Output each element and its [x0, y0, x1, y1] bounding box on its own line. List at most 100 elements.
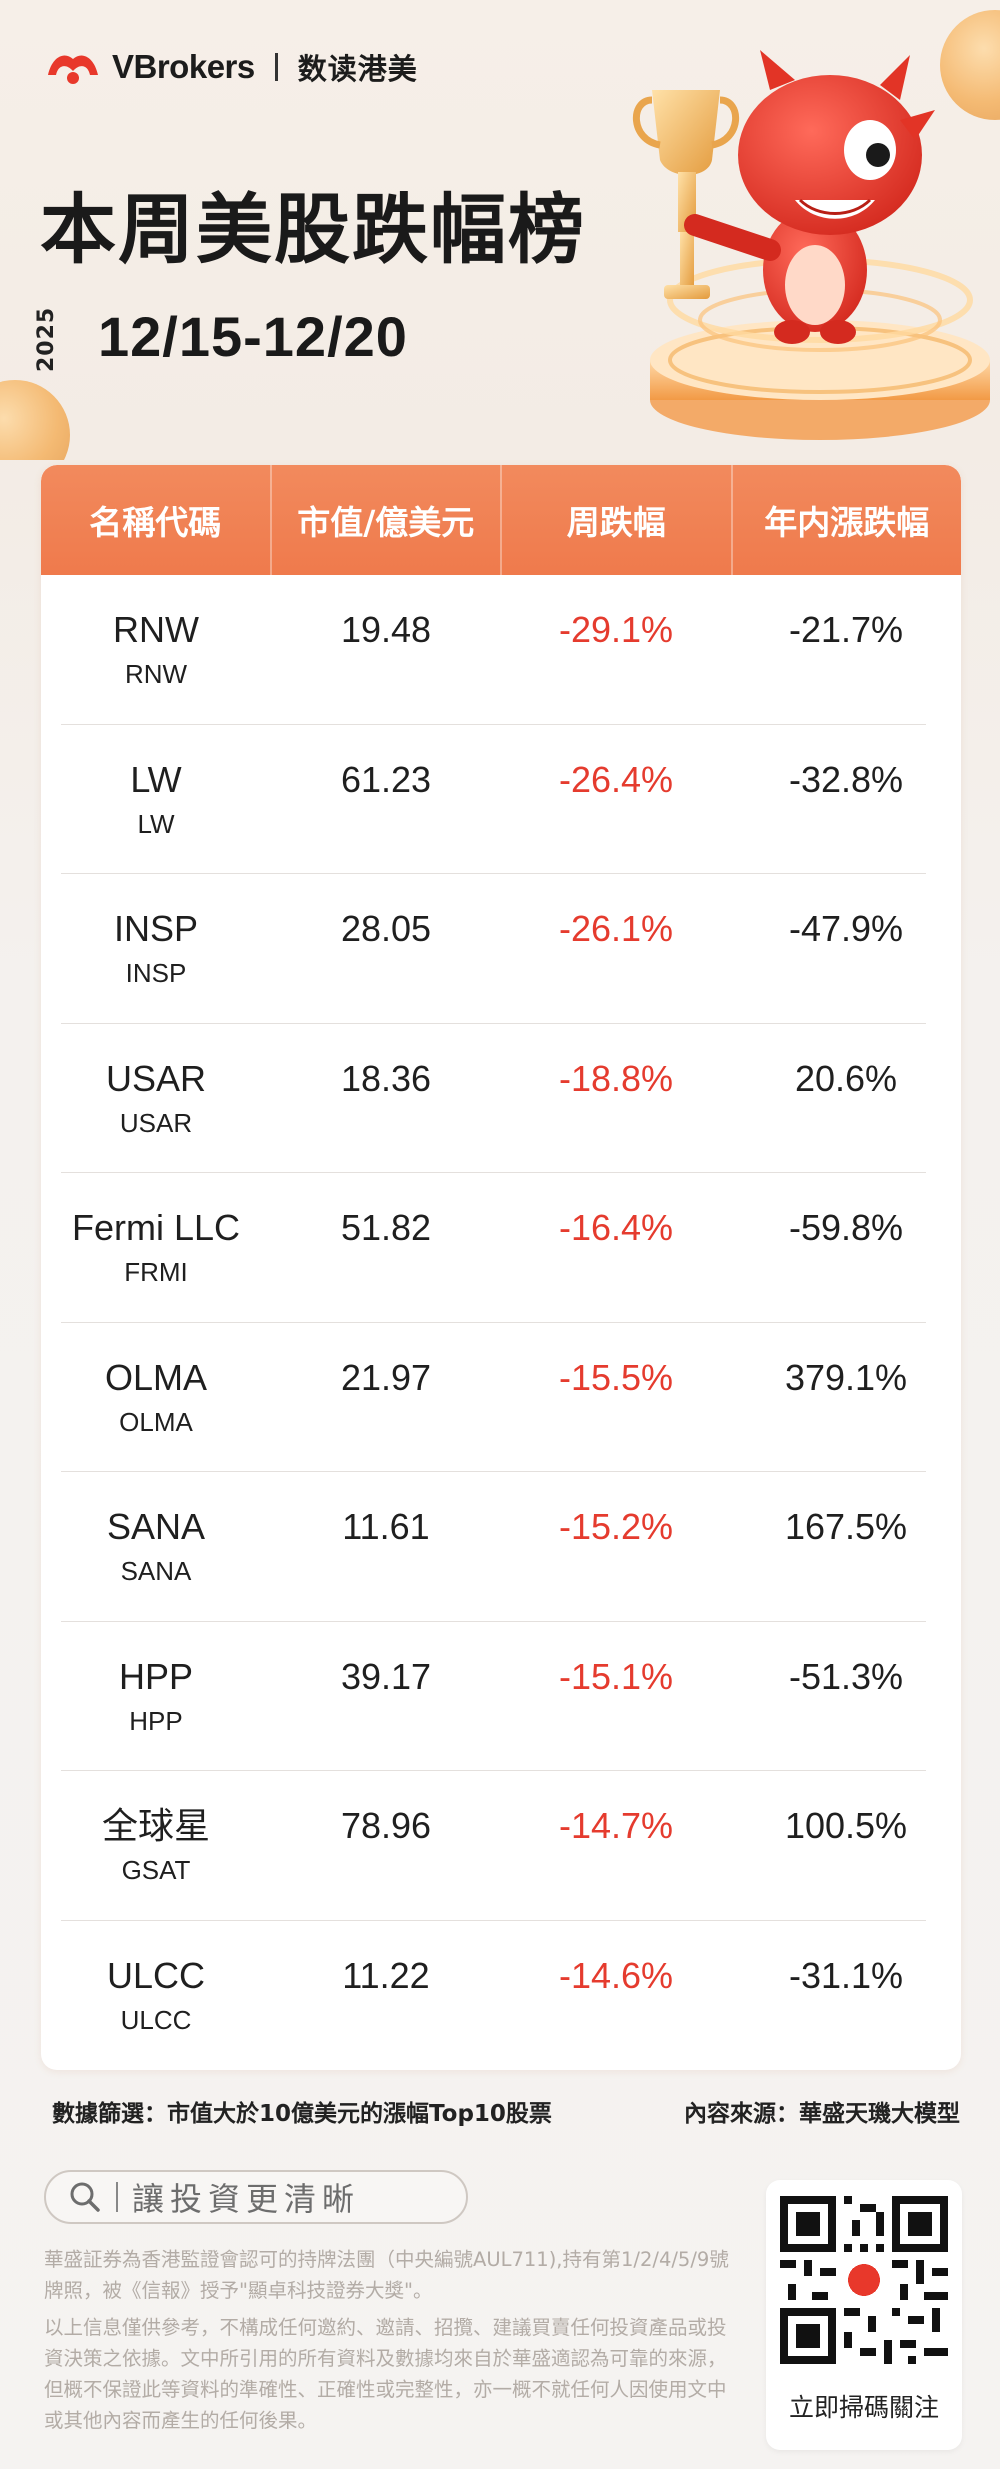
market-cap-cell: 11.61	[271, 1472, 501, 1622]
market-cap: 21.97	[340, 1356, 432, 1398]
search-bar[interactable]: 讓投資更清晰	[44, 2170, 468, 2224]
table-row: OLMA OLMA 21.97 -15.5% 379.1%	[41, 1323, 961, 1473]
ytd-change-cell: -31.1%	[731, 1921, 961, 2071]
stock-code: ULCC	[120, 2004, 192, 2035]
weekly-change-cell: -14.7%	[501, 1771, 731, 1921]
ytd-change-cell: 20.6%	[731, 1024, 961, 1174]
date-range: 12/15-12/20	[98, 305, 408, 368]
market-cap: 78.96	[340, 1805, 432, 1846]
stock-name-cell: Fermi LLC FRMI	[41, 1173, 271, 1323]
source-note: 內容來源：華盛天璣大模型	[684, 2101, 960, 2127]
column-header-name: 名稱代碼	[41, 465, 272, 575]
stock-name-cell: LW LW	[41, 725, 271, 875]
ytd-change: 100.5%	[784, 1805, 908, 1846]
weekly-change-cell: -15.2%	[501, 1472, 731, 1622]
market-cap: 18.36	[340, 1057, 432, 1099]
market-cap-cell: 28.05	[271, 874, 501, 1024]
weekly-change: -29.1%	[558, 609, 674, 650]
weekly-change: -15.1%	[558, 1655, 674, 1697]
stock-name-cell: OLMA OLMA	[41, 1323, 271, 1473]
stock-name-cell: INSP INSP	[41, 874, 271, 1024]
qr-code-icon[interactable]	[780, 2196, 948, 2364]
stock-name-cell: HPP HPP	[41, 1622, 271, 1772]
weekly-change-cell: -26.1%	[501, 874, 731, 1024]
header-banner: VBrokers 数读港美 本周美股跌幅榜 2025 12/15-12/20	[0, 0, 1000, 460]
ytd-change-cell: -21.7%	[731, 575, 961, 725]
search-divider	[116, 2182, 118, 2212]
stock-name: 全球星	[101, 1805, 210, 1846]
stock-name-cell: RNW RNW	[41, 575, 271, 725]
ytd-change: -21.7%	[788, 609, 904, 650]
weekly-change-cell: -18.8%	[501, 1024, 731, 1174]
ytd-change-cell: -59.8%	[731, 1173, 961, 1323]
brand-subtitle: 数读港美	[297, 52, 418, 86]
filter-note: 數據篩選：市值大於10億美元的漲幅Top10股票	[52, 2101, 552, 2127]
stock-name: SANA	[106, 1506, 206, 1547]
weekly-change: -15.2%	[558, 1506, 674, 1547]
ranking-table: 名稱代碼 市值/億美元 周跌幅 年内漲跌幅 RNW RNW 19.48 -29.…	[41, 465, 961, 2070]
weekly-change-cell: -29.1%	[501, 575, 731, 725]
disclaimer: 華盛証券為香港監證會認可的持牌法團（中央編號AUL711),持有第1/2/4/5…	[44, 2244, 734, 2442]
weekly-change-cell: -15.5%	[501, 1323, 731, 1473]
year-label: 2025	[34, 306, 59, 372]
coin-decoration-icon	[0, 380, 70, 460]
table-row: 全球星 GSAT 78.96 -14.7% 100.5%	[41, 1771, 961, 1921]
market-cap-cell: 39.17	[271, 1622, 501, 1772]
table-row: HPP HPP 39.17 -15.1% -51.3%	[41, 1622, 961, 1772]
market-cap: 11.61	[342, 1506, 430, 1547]
stock-name: Fermi LLC	[71, 1207, 241, 1248]
ytd-change: -47.9%	[788, 908, 904, 949]
market-cap-cell: 19.48	[271, 575, 501, 725]
ytd-change: 167.5%	[784, 1506, 908, 1547]
market-cap: 11.22	[342, 1954, 430, 1996]
weekly-change-cell: -16.4%	[501, 1173, 731, 1323]
stock-name-cell: USAR USAR	[41, 1024, 271, 1174]
table-row: RNW RNW 19.48 -29.1% -21.7%	[41, 575, 961, 725]
ytd-change-cell: -51.3%	[731, 1622, 961, 1772]
qr-card[interactable]: 立即掃碼關注	[766, 2180, 962, 2450]
stock-code: FRMI	[124, 1257, 188, 1287]
vbrokers-logo-icon	[48, 55, 98, 84]
table-row: INSP INSP 28.05 -26.1% -47.9%	[41, 874, 961, 1024]
stock-code: OLMA	[119, 1406, 193, 1437]
search-slogan: 讓投資更清晰	[132, 2180, 361, 2218]
stock-code: RNW	[124, 659, 188, 689]
market-cap: 28.05	[340, 908, 432, 949]
disclaimer-notice: 以上信息僅供參考，不構成任何邀約、邀請、招攬、建議買賣任何投資產品或投資決策之依…	[44, 2316, 727, 2432]
stock-code: HPP	[129, 1705, 183, 1736]
ytd-change: -51.3%	[788, 1655, 904, 1697]
table-row: ULCC ULCC 11.22 -14.6% -31.1%	[41, 1921, 961, 2071]
stock-code: GSAT	[121, 1855, 191, 1885]
stock-name-cell: SANA SANA	[41, 1472, 271, 1622]
stock-name: ULCC	[106, 1954, 205, 1996]
disclaimer-license: 華盛証券為香港監證會認可的持牌法團（中央編號AUL711),持有第1/2/4/5…	[44, 2248, 729, 2302]
ytd-change-cell: 167.5%	[731, 1472, 961, 1622]
qr-label: 立即掃碼關注	[788, 2393, 939, 2422]
ytd-change: 379.1%	[784, 1356, 908, 1398]
stock-code: INSP	[125, 958, 187, 988]
column-header-weekly-change: 周跌幅	[502, 465, 733, 575]
market-cap: 51.82	[340, 1207, 432, 1248]
table-body: RNW RNW 19.48 -29.1% -21.7% LW LW 61.23 …	[41, 575, 961, 2070]
column-header-ytd-change: 年内漲跌幅	[764, 503, 930, 542]
page-title: 本周美股跌幅榜	[40, 185, 586, 274]
brand-logo: VBrokers 数读港美	[44, 46, 418, 88]
market-cap-cell: 18.36	[271, 1024, 501, 1174]
table-row: LW LW 61.23 -26.4% -32.8%	[41, 725, 961, 875]
stock-name: OLMA	[104, 1356, 208, 1398]
stock-name: LW	[130, 758, 182, 800]
stock-name-cell: 全球星 GSAT	[41, 1771, 271, 1921]
stock-name: HPP	[118, 1655, 194, 1697]
weekly-change: -14.7%	[558, 1805, 674, 1846]
stock-name-cell: ULCC ULCC	[41, 1921, 271, 2071]
ytd-change-cell: 100.5%	[731, 1771, 961, 1921]
weekly-change: -16.4%	[558, 1207, 674, 1248]
weekly-change-cell: -14.6%	[501, 1921, 731, 2071]
ytd-change: -32.8%	[788, 758, 904, 800]
stock-code: USAR	[119, 1107, 193, 1138]
table-row: USAR USAR 18.36 -18.8% 20.6%	[41, 1024, 961, 1174]
search-icon	[70, 2182, 100, 2212]
market-cap-cell: 51.82	[271, 1173, 501, 1323]
weekly-change: -26.1%	[558, 908, 674, 949]
market-cap-cell: 21.97	[271, 1323, 501, 1473]
